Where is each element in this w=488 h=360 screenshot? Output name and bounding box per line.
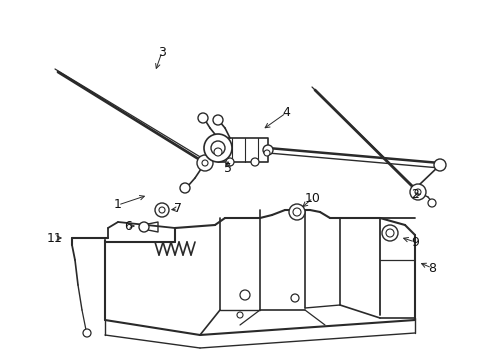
Circle shape (427, 199, 435, 207)
Text: 7: 7 (174, 202, 182, 216)
Circle shape (213, 115, 223, 125)
Text: 5: 5 (224, 162, 231, 175)
Text: 4: 4 (282, 107, 289, 120)
Text: 10: 10 (305, 192, 320, 204)
Circle shape (264, 150, 269, 156)
Text: 3: 3 (158, 45, 165, 58)
Circle shape (139, 222, 149, 232)
Circle shape (263, 145, 272, 155)
Text: 6: 6 (124, 220, 132, 233)
Circle shape (433, 159, 445, 171)
Polygon shape (148, 222, 158, 232)
Circle shape (180, 183, 190, 193)
Circle shape (159, 207, 164, 213)
Circle shape (202, 160, 207, 166)
Circle shape (290, 294, 298, 302)
Polygon shape (218, 138, 267, 162)
Circle shape (198, 113, 207, 123)
Text: 8: 8 (427, 261, 435, 274)
Circle shape (409, 184, 425, 200)
Text: 2: 2 (410, 189, 418, 202)
Circle shape (240, 290, 249, 300)
Circle shape (225, 158, 234, 166)
Text: 9: 9 (410, 235, 418, 248)
Circle shape (288, 204, 305, 220)
Circle shape (210, 141, 224, 155)
Circle shape (381, 225, 397, 241)
Circle shape (237, 312, 243, 318)
Circle shape (83, 329, 91, 337)
Circle shape (203, 134, 231, 162)
Circle shape (414, 189, 420, 195)
Text: 1: 1 (114, 198, 122, 211)
Circle shape (155, 203, 169, 217)
Text: 11: 11 (47, 231, 63, 244)
Circle shape (197, 155, 213, 171)
Circle shape (214, 148, 222, 156)
Circle shape (292, 208, 301, 216)
Circle shape (385, 229, 393, 237)
Circle shape (250, 158, 259, 166)
